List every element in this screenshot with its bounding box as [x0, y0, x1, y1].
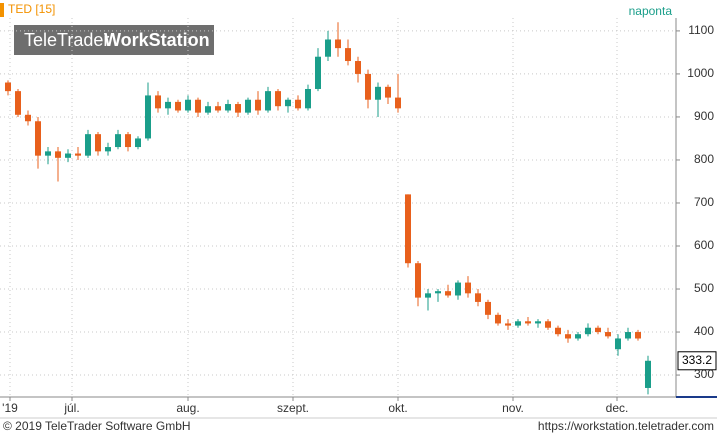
- candle-body: [595, 327, 601, 333]
- candle-body: [15, 91, 21, 115]
- candle-body: [425, 293, 431, 298]
- watermark: WorkStation: [104, 30, 210, 50]
- x-tick-label: dec.: [606, 401, 629, 415]
- candle-body: [155, 95, 161, 109]
- y-tick-label: 700: [694, 195, 714, 209]
- candle-body: [505, 323, 511, 326]
- candle-body: [295, 99, 301, 109]
- candle-body: [105, 147, 111, 152]
- candle-body: [265, 91, 271, 111]
- candle-body: [35, 121, 41, 156]
- candle-body: [355, 61, 361, 74]
- y-tick-label: 800: [694, 152, 714, 166]
- candle-body: [375, 86, 381, 100]
- candle-body: [625, 332, 631, 339]
- watermark-box: [14, 25, 214, 55]
- candle-body: [485, 301, 491, 315]
- candle-body: [395, 97, 401, 109]
- candle-body: [325, 39, 331, 57]
- candle-body: [225, 104, 231, 111]
- y-tick-label: 500: [694, 281, 714, 295]
- candle-body: [435, 291, 441, 294]
- candle-body: [175, 101, 181, 111]
- candle-body: [95, 134, 101, 152]
- candle-body: [125, 134, 131, 148]
- candle-body: [465, 282, 471, 294]
- candle-body: [555, 327, 561, 335]
- candle-body: [255, 99, 261, 111]
- candle-body: [165, 101, 171, 109]
- candle-body: [235, 104, 241, 113]
- y-tick-label: 900: [694, 109, 714, 123]
- candle-body: [205, 106, 211, 113]
- candle-body: [615, 338, 621, 350]
- x-tick-label: szept.: [277, 401, 309, 415]
- footer-right: https://workstation.teletrader.com: [538, 419, 714, 433]
- candle-body: [115, 134, 121, 148]
- y-tick-label: 1000: [687, 66, 714, 80]
- candle-body: [405, 194, 411, 264]
- candle-body: [285, 99, 291, 107]
- candle-body: [195, 99, 201, 113]
- candle-body: [495, 314, 501, 324]
- candle-body: [5, 82, 11, 92]
- last-price-label: 333.2: [682, 353, 712, 367]
- candle-body: [475, 293, 481, 302]
- chart-title: TED [15]: [8, 2, 55, 16]
- x-tick-label: aug.: [176, 401, 199, 415]
- candle-body: [385, 86, 391, 98]
- candle-body: [305, 88, 311, 109]
- candle-body: [605, 332, 611, 337]
- last-price-box: [677, 351, 717, 371]
- y-tick-label: 300: [694, 367, 714, 381]
- candle-body: [275, 91, 281, 107]
- candle-body: [455, 282, 461, 296]
- chart-subtitle: naponta: [629, 4, 673, 18]
- candle-body: [135, 138, 141, 148]
- candle-body: [65, 153, 71, 158]
- x-tick-label: júl.: [63, 401, 79, 415]
- candle-body: [575, 334, 581, 339]
- candle-body: [365, 73, 371, 100]
- x-tick-label: '19: [2, 401, 18, 415]
- candle-body: [335, 39, 341, 49]
- candle-body: [215, 106, 221, 111]
- candle-body: [565, 334, 571, 339]
- footer-left: © 2019 TeleTrader Software GmbH: [3, 419, 191, 433]
- candle-body: [525, 321, 531, 324]
- x-tick-label: okt.: [388, 401, 407, 415]
- candle-body: [45, 151, 51, 156]
- candle-body: [315, 56, 321, 89]
- candle-body: [535, 321, 541, 324]
- candle-body: [645, 360, 651, 388]
- candle-body: [245, 99, 251, 113]
- watermark: TeleTrader: [24, 30, 109, 50]
- candle-body: [545, 321, 551, 328]
- candle-body: [145, 95, 151, 139]
- candle-body: [185, 99, 191, 111]
- x-tick-label: nov.: [502, 401, 524, 415]
- y-tick-label: 600: [694, 238, 714, 252]
- candle-body: [85, 134, 91, 156]
- candle-body: [635, 332, 641, 339]
- candle-body: [75, 153, 81, 156]
- y-tick-label: 400: [694, 324, 714, 338]
- y-tick-label: 1100: [688, 23, 714, 37]
- candle-body: [585, 327, 591, 335]
- candle-body: [345, 48, 351, 62]
- candle-body: [445, 291, 451, 296]
- candle-body: [25, 114, 31, 122]
- candle-body: [415, 263, 421, 298]
- candle-body: [515, 321, 521, 326]
- title-marker: [0, 3, 4, 17]
- candle-body: [55, 151, 61, 158]
